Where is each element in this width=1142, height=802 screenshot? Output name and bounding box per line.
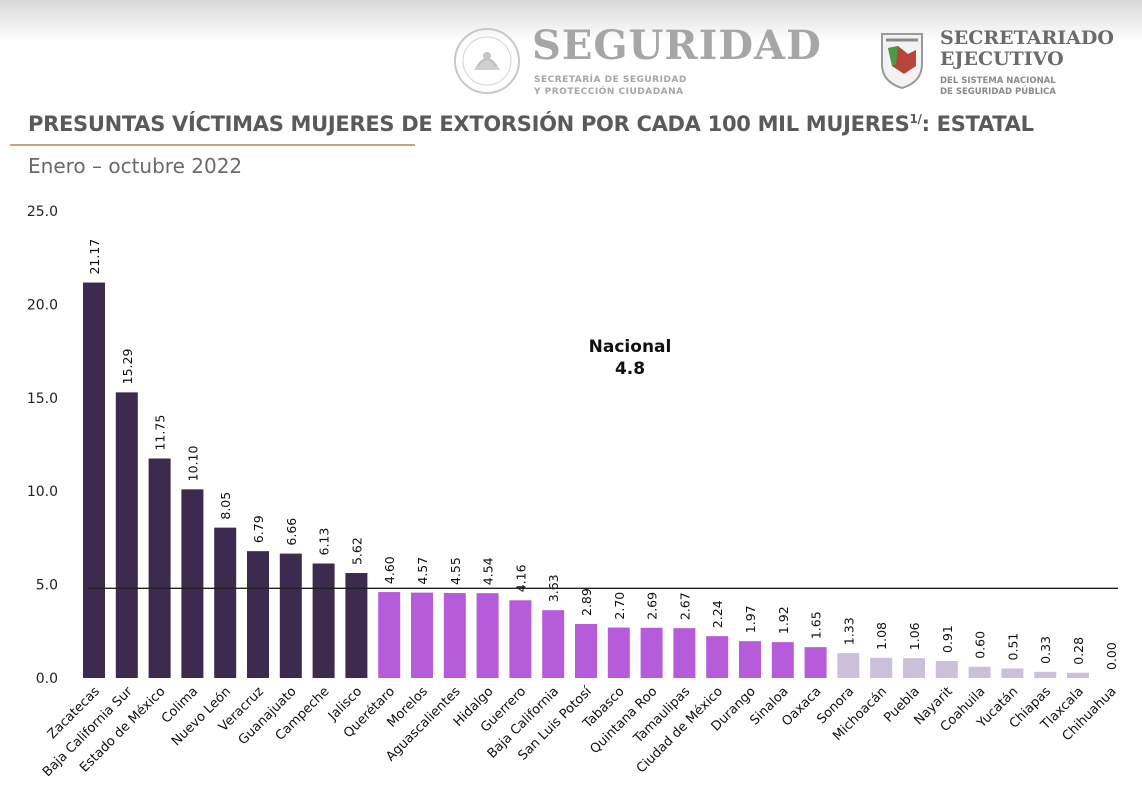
bar (345, 573, 368, 678)
bar (542, 610, 565, 678)
national-label: Nacional (588, 337, 672, 357)
page-title-text: PRESUNTAS VÍCTIMAS MUJERES DE EXTORSIÓN … (28, 112, 910, 136)
period-subtitle: Enero – octubre 2022 (28, 154, 243, 178)
bar-value-label: 2.89 (579, 588, 594, 616)
bar (181, 489, 204, 678)
bar (673, 628, 696, 678)
secretariado-title-line1: SECRETARIADO (940, 27, 1114, 49)
bar (115, 392, 138, 678)
bar-value-label: 0.60 (973, 631, 988, 659)
secretariado-title-line2: EJECUTIVO (940, 48, 1064, 70)
bar-value-label: 1.65 (809, 611, 824, 639)
sesnsp-shield-icon (881, 33, 923, 90)
bar-value-label: 0.33 (1038, 636, 1053, 664)
bar-value-label: 4.54 (481, 557, 496, 585)
bar (509, 600, 532, 678)
bar (214, 527, 237, 678)
bar-value-label: 6.13 (317, 528, 332, 556)
top-gradient-band (0, 0, 1142, 42)
bar (1067, 672, 1089, 678)
secretariado-subtitle: DEL SISTEMA NACIONAL DE SEGURIDAD PÚBLIC… (940, 76, 1056, 98)
bar-value-label: 1.97 (743, 605, 758, 633)
y-tick-label: 15.0 (27, 391, 58, 407)
bar (935, 661, 958, 678)
page-title: PRESUNTAS VÍCTIMAS MUJERES DE EXTORSIÓN … (28, 112, 1034, 136)
bar-value-label: 5.62 (349, 537, 364, 565)
bar-value-label: 4.57 (415, 557, 430, 585)
bar-value-label: 2.70 (612, 592, 627, 620)
bar-chart: 0.05.010.015.020.025.021.17Zacatecas15.2… (27, 204, 1120, 780)
bar (968, 666, 991, 678)
seguridad-subtitle: SECRETARÍA DE SEGURIDAD Y PROTECCIÓN CIU… (534, 74, 687, 98)
bar (378, 592, 401, 678)
bar (1034, 671, 1057, 678)
bar-value-label: 1.33 (841, 617, 856, 645)
bar-value-label: 1.92 (776, 606, 791, 634)
bar (443, 593, 466, 678)
title-underline (10, 144, 415, 146)
bar-value-label: 0.91 (940, 625, 955, 653)
y-tick-label: 0.0 (36, 671, 58, 687)
bar (804, 647, 827, 678)
bar-value-label: 1.08 (874, 622, 889, 650)
bar (607, 627, 630, 678)
y-tick-label: 5.0 (36, 578, 58, 594)
bar-value-label: 4.60 (382, 556, 397, 584)
bar (148, 458, 171, 678)
bar (575, 624, 597, 678)
bar-value-label: 21.17 (87, 239, 102, 275)
bar-value-label: 2.24 (710, 600, 725, 628)
national-annotation: Nacional 4.8 (560, 336, 700, 380)
y-tick-label: 10.0 (27, 484, 58, 500)
bar (771, 642, 794, 678)
bar-value-label: 4.55 (448, 557, 463, 585)
seguridad-subtitle-line2: Y PROTECCIÓN CIUDADANA (534, 87, 684, 97)
bar-value-label: 10.10 (185, 445, 200, 481)
bar-value-label: 8.05 (218, 492, 233, 520)
bar-value-label: 11.75 (153, 415, 168, 451)
bar-value-label: 0.51 (1005, 633, 1020, 661)
bar-value-label: 6.79 (251, 515, 266, 543)
y-tick-label: 25.0 (27, 204, 58, 220)
bar (411, 592, 433, 678)
secretariado-subtitle-line2: DE SEGURIDAD PÚBLICA (940, 87, 1056, 97)
bar-value-label: 2.69 (645, 592, 660, 620)
bar (870, 657, 893, 678)
bar (1001, 668, 1024, 678)
bar-value-label: 15.29 (120, 349, 135, 385)
bar (739, 641, 761, 678)
bar (247, 551, 269, 678)
bar (312, 563, 335, 678)
title-footnote-marker: 1/ (909, 112, 922, 126)
page-title-suffix: : ESTATAL (921, 112, 1034, 136)
bar-value-label: 0.00 (1104, 642, 1119, 670)
bar-value-label: 6.66 (284, 518, 299, 546)
national-seal-icon (454, 28, 520, 94)
y-tick-label: 20.0 (27, 297, 58, 313)
bar (83, 282, 105, 678)
bar (640, 627, 663, 678)
secretariado-title: SECRETARIADO EJECUTIVO (940, 28, 1114, 70)
bar (903, 658, 925, 678)
seguridad-logo-text: SEGURIDAD (532, 22, 822, 69)
bar-value-label: 2.67 (677, 592, 692, 620)
seguridad-subtitle-line1: SECRETARÍA DE SEGURIDAD (534, 75, 687, 85)
bar (476, 593, 499, 678)
bar-value-label: 1.06 (907, 622, 922, 650)
bar-value-label: 0.28 (1071, 637, 1086, 665)
national-value: 4.8 (614, 359, 646, 379)
bar (706, 636, 729, 678)
bar-value-label: 4.16 (513, 564, 528, 592)
bar (837, 653, 860, 678)
secretariado-subtitle-line1: DEL SISTEMA NACIONAL (940, 76, 1056, 86)
bar (279, 553, 302, 678)
header: SEGURIDAD SECRETARÍA DE SEGURIDAD Y PROT… (0, 0, 1142, 110)
